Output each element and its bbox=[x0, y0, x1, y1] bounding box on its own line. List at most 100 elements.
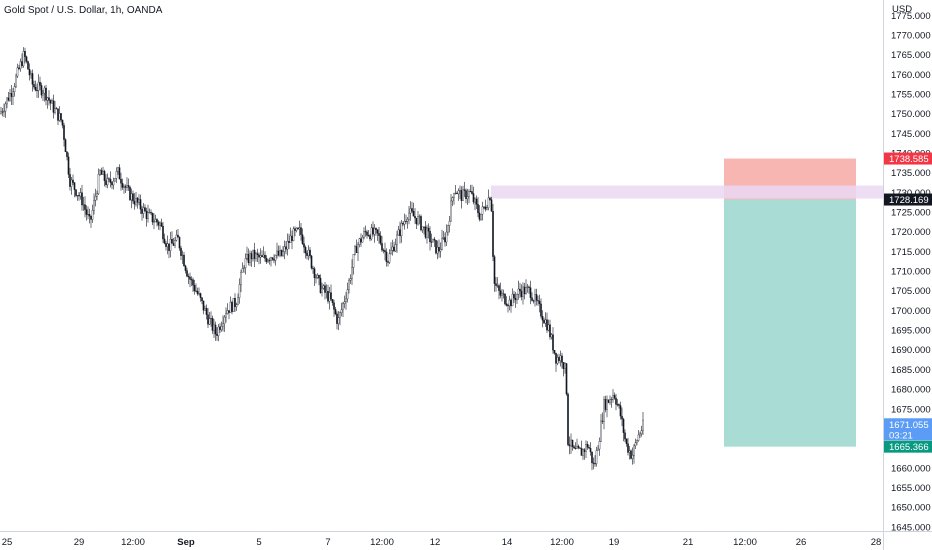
candle-body bbox=[87, 214, 89, 216]
candle-body bbox=[237, 297, 239, 306]
candle-body bbox=[469, 191, 472, 192]
candle-body bbox=[367, 235, 370, 237]
candle-body bbox=[580, 448, 583, 456]
candle-body bbox=[603, 399, 605, 422]
candle-body bbox=[444, 237, 446, 243]
candle-body bbox=[411, 208, 413, 212]
candle-body bbox=[570, 439, 572, 447]
candle-body bbox=[127, 185, 130, 188]
candle-body bbox=[91, 210, 94, 220]
candle-body bbox=[207, 314, 209, 325]
candle-body bbox=[582, 449, 584, 456]
candle-body bbox=[417, 216, 419, 225]
stop-loss-badge-text: 1738.585 bbox=[889, 154, 929, 165]
candle-body bbox=[607, 399, 610, 403]
candle-body bbox=[333, 302, 335, 310]
take-profit-badge-text: 1665.366 bbox=[889, 442, 929, 453]
candle-body bbox=[28, 69, 31, 76]
candle-body bbox=[502, 293, 505, 295]
candle-body bbox=[634, 442, 637, 447]
candle-body bbox=[346, 289, 349, 300]
candle-body bbox=[541, 316, 544, 321]
candle-body bbox=[301, 234, 304, 244]
candle-body bbox=[466, 196, 469, 199]
candle-body bbox=[154, 219, 157, 222]
candle-body bbox=[138, 199, 140, 203]
time-tick-label: 5 bbox=[256, 537, 261, 548]
candle-body bbox=[468, 191, 470, 197]
candle-body bbox=[82, 204, 85, 206]
price-tick-label: 1720.000 bbox=[891, 227, 931, 238]
candle-body bbox=[448, 220, 451, 226]
price-tick-label: 1735.000 bbox=[891, 168, 931, 179]
candle-body bbox=[147, 212, 149, 219]
candle-body bbox=[252, 249, 254, 260]
candle-body bbox=[364, 231, 367, 233]
price-axis[interactable]: 1645.0001650.0001655.0001660.0001665.000… bbox=[891, 11, 931, 534]
candle-body bbox=[55, 108, 58, 110]
candle-body bbox=[79, 192, 82, 197]
candle-body bbox=[205, 308, 208, 315]
candle-body bbox=[562, 362, 565, 369]
candle-body bbox=[307, 249, 310, 256]
candle-body bbox=[156, 219, 158, 223]
candle-body bbox=[123, 186, 125, 188]
candle-body bbox=[433, 238, 436, 241]
candle-body bbox=[187, 276, 190, 278]
candle-body bbox=[45, 87, 47, 101]
candle-body bbox=[192, 279, 194, 286]
candle-body bbox=[261, 255, 263, 258]
candle-body bbox=[327, 290, 329, 302]
last-price-badge-text: 1671.055 bbox=[889, 420, 929, 431]
entry-band bbox=[491, 185, 883, 199]
candle-body bbox=[273, 259, 275, 261]
candle-body bbox=[540, 303, 542, 317]
candle-body bbox=[553, 349, 556, 354]
candle-body bbox=[309, 249, 311, 257]
candle-body bbox=[480, 214, 482, 220]
candle-body bbox=[136, 197, 139, 203]
candle-body bbox=[69, 174, 71, 187]
candle-body bbox=[166, 243, 169, 247]
candle-body bbox=[105, 180, 107, 186]
candle-body bbox=[471, 191, 473, 194]
candle-body bbox=[133, 200, 136, 205]
take-profit-badge bbox=[884, 440, 932, 453]
candle-body bbox=[384, 250, 386, 253]
candle-body bbox=[298, 227, 301, 230]
candle-body bbox=[211, 318, 214, 331]
candle-body bbox=[33, 84, 35, 88]
candle-body bbox=[351, 267, 353, 279]
candle-body bbox=[514, 297, 517, 301]
candle-body bbox=[586, 444, 589, 448]
candle-body bbox=[529, 287, 532, 298]
candle-body bbox=[178, 237, 181, 249]
candle-body bbox=[568, 444, 571, 447]
candle-body bbox=[499, 290, 502, 296]
candle-body bbox=[145, 210, 148, 219]
candle-body bbox=[415, 217, 418, 225]
candle-body bbox=[447, 225, 449, 233]
candle-body bbox=[126, 185, 128, 188]
candle-body bbox=[483, 206, 485, 208]
candle-body bbox=[283, 246, 286, 252]
candle-body bbox=[121, 183, 124, 188]
candle-body bbox=[231, 302, 233, 312]
candle-body bbox=[27, 61, 29, 70]
candle-body bbox=[616, 404, 619, 406]
candle-body bbox=[439, 249, 442, 252]
candle-body bbox=[73, 182, 76, 190]
candle-body bbox=[597, 448, 599, 451]
candle-body bbox=[486, 207, 488, 210]
candle-body bbox=[453, 193, 455, 198]
candle-body bbox=[34, 86, 37, 91]
time-axis[interactable]: 25 29 12:00 Sep 5 7 12:00 12 14 12:00 19 21 12:00 26 2… bbox=[2, 537, 882, 548]
price-tick-label: 1750.000 bbox=[891, 109, 931, 120]
candle-body bbox=[343, 301, 346, 304]
candle-body bbox=[348, 280, 350, 290]
candle-body bbox=[436, 246, 439, 254]
candle-body bbox=[144, 207, 146, 212]
candle-body bbox=[297, 227, 299, 230]
candle-body bbox=[610, 398, 613, 401]
